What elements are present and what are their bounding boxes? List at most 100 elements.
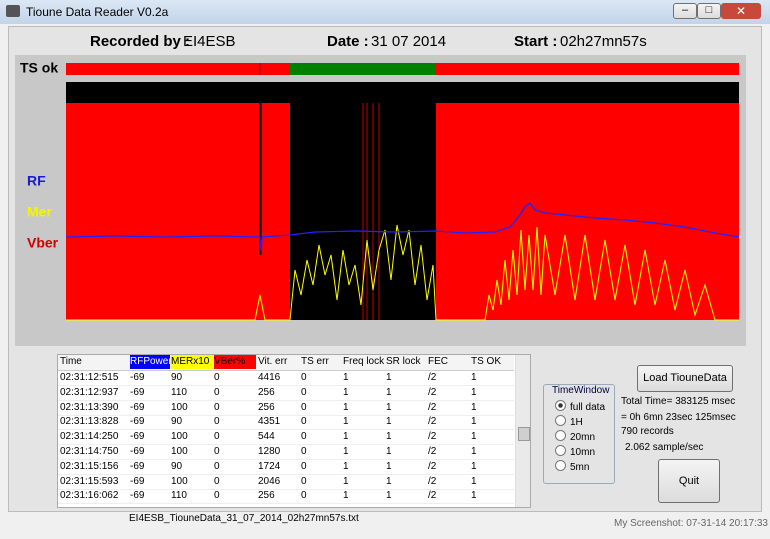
column-header: TS err (301, 356, 329, 367)
table-cell: 2046 (258, 475, 281, 487)
table-cell: 02:31:13:828 (60, 416, 119, 428)
radio-button[interactable] (555, 460, 566, 471)
table-cell: 1 (386, 490, 392, 502)
mer-label: Mer (27, 204, 52, 220)
table-cell: 1 (343, 401, 349, 413)
scrollbar[interactable] (515, 355, 530, 507)
table-row[interactable] (58, 445, 514, 460)
table-cell: /2 (428, 446, 437, 457)
time-window-option[interactable]: 20mn (555, 430, 595, 443)
table-cell: 0 (301, 475, 307, 487)
recorded-label: Recorded by : (90, 33, 191, 50)
table-cell: 1 (343, 386, 349, 398)
scroll-thumb[interactable] (518, 427, 530, 441)
table-cell: 1 (471, 460, 477, 472)
table-cell: -69 (130, 460, 145, 472)
column-header: SR lock (386, 356, 421, 367)
table-cell: 1 (343, 490, 349, 502)
table-cell: /2 (428, 372, 437, 383)
table-cell: 1 (386, 431, 392, 443)
table-cell: 0 (214, 401, 220, 413)
table-row[interactable] (58, 401, 514, 416)
time-window-option[interactable]: 10mn (555, 445, 595, 458)
table-row[interactable] (58, 475, 514, 490)
table-cell: 02:31:12:515 (60, 372, 119, 383)
table-row[interactable] (58, 386, 514, 401)
time-window-option[interactable]: full data (555, 400, 605, 413)
table-cell: 02:31:13:390 (60, 401, 119, 413)
time-window-option[interactable]: 5mn (555, 460, 589, 473)
table-cell: /2 (428, 386, 437, 398)
table-cell: 0 (301, 416, 307, 428)
mer-trace (66, 224, 739, 321)
table-row[interactable] (58, 460, 514, 475)
table-cell: 02:31:16:062 (60, 490, 119, 502)
radio-label: 20mn (570, 432, 596, 443)
table-cell: -69 (130, 372, 145, 383)
table-cell: 1 (386, 475, 392, 487)
window-title: Tioune Data Reader V0.2a (26, 5, 169, 19)
table-cell: 0 (301, 372, 307, 383)
table-cell: 1 (471, 372, 477, 383)
table-cell: 1 (471, 490, 477, 502)
radio-label: 10mn (570, 447, 596, 458)
table-cell: 1 (471, 446, 477, 457)
table-cell: 0 (214, 416, 220, 428)
table-cell: /2 (428, 401, 437, 413)
table-row[interactable] (58, 415, 514, 431)
quit-button[interactable]: Quit (658, 459, 720, 503)
table-cell: 1 (471, 475, 477, 487)
ts-label: TS ok (20, 60, 58, 76)
close-button[interactable]: ✕ (721, 3, 761, 19)
table-cell: 1 (471, 431, 477, 443)
minimize-button[interactable]: – (673, 3, 697, 19)
total-time: Total Time= 383125 msec (621, 396, 736, 407)
table-cell: 02:31:14:750 (60, 446, 119, 457)
time-window-option[interactable]: 1H (555, 415, 583, 428)
maximize-button[interactable]: □ (697, 3, 721, 19)
time-window-group (543, 384, 615, 484)
table-cell: 0 (301, 446, 307, 457)
table-cell: 100 (171, 475, 188, 487)
table-row[interactable] (58, 430, 514, 446)
table-cell: 0 (214, 490, 220, 502)
table-cell: /2 (428, 475, 437, 487)
table-cell: 100 (171, 401, 188, 413)
table-cell: 0 (214, 460, 220, 472)
table-cell: 256 (258, 401, 275, 413)
column-header: MERx10 (171, 355, 213, 369)
table-cell: 100 (171, 431, 188, 443)
table-cell: 110 (171, 386, 187, 398)
ts-ok-segment (290, 63, 436, 75)
radio-button[interactable] (555, 430, 566, 441)
column-header: Freq lock (343, 356, 385, 367)
table-cell: 4416 (258, 372, 281, 383)
column-header: RFPower (130, 355, 172, 369)
table-cell: 0 (301, 386, 307, 398)
radio-button[interactable] (555, 415, 566, 426)
table-cell: 1 (386, 401, 392, 413)
table-cell: 90 (171, 460, 183, 472)
table-cell: 0 (214, 475, 220, 487)
table-cell: 110 (171, 490, 187, 502)
table-cell: /2 (428, 460, 437, 472)
top-band (66, 82, 739, 103)
radio-button[interactable] (555, 400, 566, 411)
table-cell: 02:31:14:250 (60, 431, 119, 443)
table-cell: /2 (428, 416, 437, 428)
table-cell: 1280 (258, 446, 281, 457)
table-cell: 02:31:12:937 (60, 386, 119, 398)
duration: = 0h 6mn 23sec 125msec (621, 412, 736, 423)
table-cell: 02:31:15:593 (60, 475, 119, 487)
filename: EI4ESB_TiouneData_31_07_2014_02h27mn57s.… (129, 513, 359, 524)
radio-button[interactable] (555, 445, 566, 456)
column-header: FEC (428, 356, 448, 367)
table-row[interactable] (58, 489, 514, 505)
column-header: Time (60, 356, 82, 367)
table-cell: 1 (471, 401, 477, 413)
load-button[interactable]: Load TiouneData (637, 365, 733, 392)
table-cell: /2 (428, 431, 437, 443)
table-row[interactable] (58, 371, 514, 386)
table-cell: -69 (130, 401, 145, 413)
